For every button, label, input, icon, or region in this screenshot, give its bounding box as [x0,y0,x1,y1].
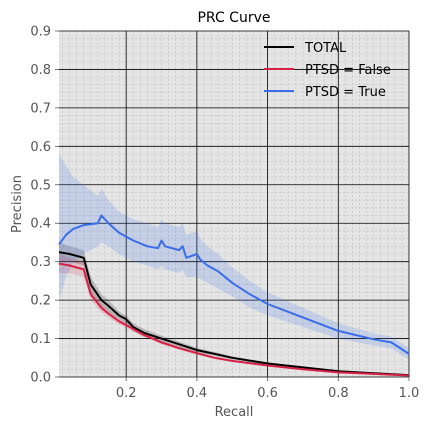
legend-label: TOTAL [304,41,347,56]
y-tick-label: 0.0 [30,371,51,386]
x-tick-label: 0.2 [116,386,137,401]
y-tick-label: 0.7 [30,101,51,116]
y-tick-label: 0.2 [30,294,51,309]
major-grid [59,30,410,378]
x-tick-label: 0.4 [187,386,208,401]
x-tick-label: 1.0 [399,386,420,401]
legend: TOTAL PTSD = False PTSD = True [264,41,391,100]
chart-title: PRC Curve [197,10,270,26]
x-tick-label: 0.8 [328,386,349,401]
series-lines [58,214,410,377]
y-tick-label: 0.4 [30,217,51,232]
y-tick-label: 0.9 [30,25,51,40]
series-line [58,214,410,355]
y-tick-label: 0.6 [30,140,51,155]
legend-label: PTSD = False [305,63,391,78]
minor-grid [59,31,409,377]
x-tick-label: 0.6 [257,386,278,401]
x-axis-title: Recall [215,405,254,420]
legend-label: PTSD = True [305,85,386,100]
series-line [58,251,410,377]
axis-ticks: 0.2 0.4 0.6 0.8 1.0 0.0 0.1 0.2 0.3 0.4 0.5 0.6 0.7 0… [30,25,419,402]
y-tick-label: 0.5 [30,178,51,193]
y-tick-label: 0.1 [30,332,51,347]
y-tick-label: 0.8 [30,63,51,78]
y-tick-label: 0.3 [30,255,51,270]
y-axis-title: Precision [10,175,25,233]
series-line [58,262,410,377]
